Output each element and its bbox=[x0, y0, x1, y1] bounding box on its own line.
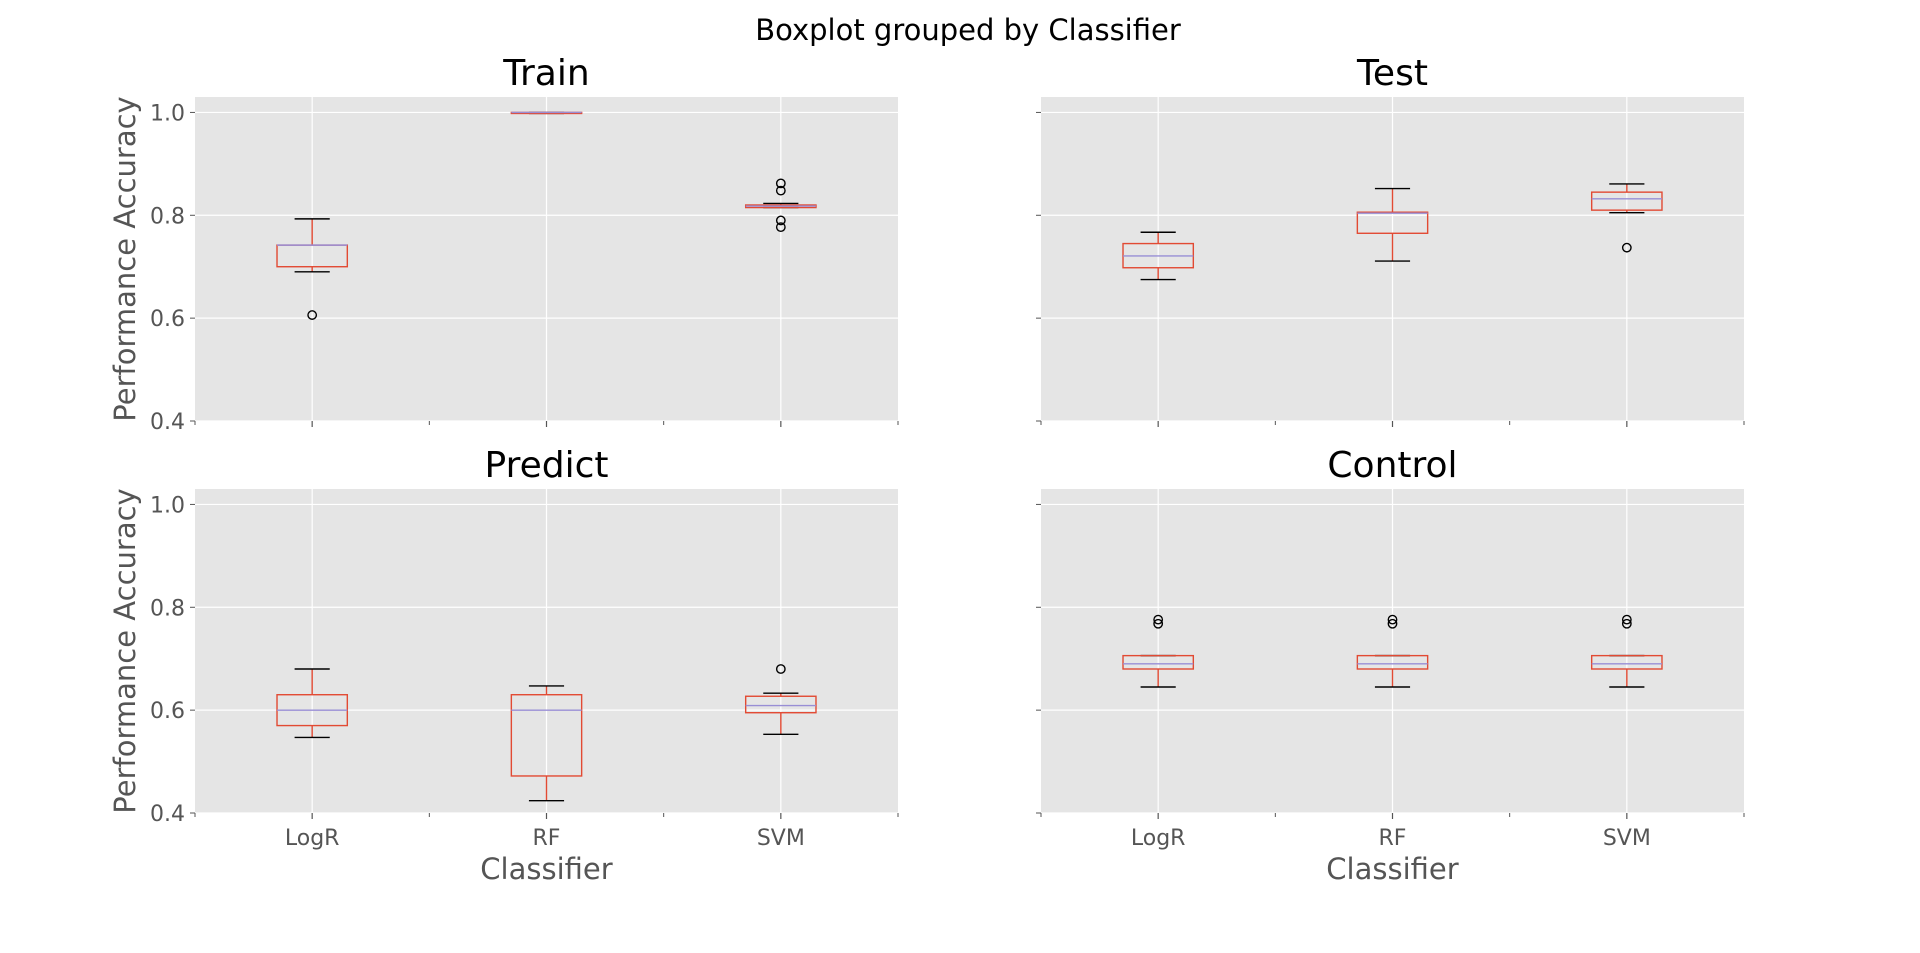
subplot-title: Train bbox=[502, 53, 589, 94]
x-tick-label: LogR bbox=[1131, 826, 1186, 851]
outlier-point bbox=[1621, 242, 1632, 253]
outlier-point bbox=[775, 185, 786, 196]
subplot-grid: 0.4 0.6 0.8 1.0 Train Performance Accuracy Tes… bbox=[108, 53, 1745, 886]
figure-suptitle: Boxplot grouped by Classifier bbox=[755, 13, 1181, 47]
y-tick-label: 0.6 bbox=[150, 699, 185, 724]
y-axis-label: Performance Accuracy bbox=[108, 488, 142, 813]
subplot-test: Test bbox=[1036, 53, 1745, 427]
x-tick-label: RF bbox=[1379, 826, 1407, 851]
box-svm bbox=[744, 664, 817, 736]
box-logr bbox=[276, 668, 349, 739]
outlier-point bbox=[1387, 618, 1398, 629]
subplot-predict: 0.4 0.6 0.8 1.0 LogR RF SVM Predict Performance … bbox=[108, 445, 899, 886]
y-tick-label: 0.4 bbox=[150, 410, 185, 435]
box-rf bbox=[1356, 187, 1429, 262]
y-tick-label: 0.6 bbox=[150, 307, 185, 332]
y-tick-label: 1.0 bbox=[150, 101, 185, 126]
box-body bbox=[1122, 654, 1195, 670]
subplot-title: Predict bbox=[485, 445, 609, 486]
outlier-point bbox=[775, 222, 786, 233]
box-body bbox=[1356, 654, 1429, 670]
box-logr bbox=[1122, 231, 1195, 281]
x-tick-label: SVM bbox=[757, 826, 805, 851]
outlier-point bbox=[1153, 618, 1164, 629]
outlier-point bbox=[775, 215, 786, 226]
box-rf bbox=[1356, 614, 1429, 688]
box-logr bbox=[276, 218, 349, 320]
box-rf bbox=[510, 685, 583, 802]
subplot-train: 0.4 0.6 0.8 1.0 Train Performance Accuracy bbox=[108, 53, 899, 435]
x-axis-label: Classifier bbox=[1326, 852, 1458, 886]
y-tick-label: 0.8 bbox=[150, 204, 185, 229]
box-body bbox=[510, 694, 583, 777]
box-logr bbox=[1122, 614, 1195, 688]
box-body bbox=[744, 695, 817, 714]
box-body bbox=[1590, 654, 1663, 670]
x-tick-label: SVM bbox=[1603, 826, 1651, 851]
outlier-point bbox=[1621, 618, 1632, 629]
x-tick-label: RF bbox=[533, 826, 561, 851]
x-axis-label: Classifier bbox=[480, 852, 612, 886]
subplot-title: Test bbox=[1356, 53, 1428, 94]
x-tick-label: LogR bbox=[285, 826, 340, 851]
outlier-point bbox=[1621, 614, 1632, 625]
box-body bbox=[1356, 211, 1429, 234]
y-tick-label: 0.8 bbox=[150, 596, 185, 621]
outlier-point bbox=[775, 178, 786, 189]
y-tick-label: 1.0 bbox=[150, 493, 185, 518]
box-svm bbox=[1590, 614, 1663, 688]
outlier-point bbox=[775, 664, 786, 674]
outlier-point bbox=[1153, 614, 1164, 625]
box-body bbox=[1590, 191, 1663, 211]
outlier-point bbox=[1387, 614, 1398, 625]
y-tick-label: 0.4 bbox=[150, 802, 185, 827]
subplot-title: Control bbox=[1327, 445, 1457, 486]
outlier-point bbox=[307, 310, 318, 320]
box-svm bbox=[1590, 183, 1663, 253]
box-rf bbox=[510, 111, 583, 115]
y-axis-label: Performance Accuracy bbox=[108, 96, 142, 421]
subplot-control: LogR RF SVM Control Classifier bbox=[1036, 445, 1745, 886]
box-svm bbox=[744, 178, 817, 233]
